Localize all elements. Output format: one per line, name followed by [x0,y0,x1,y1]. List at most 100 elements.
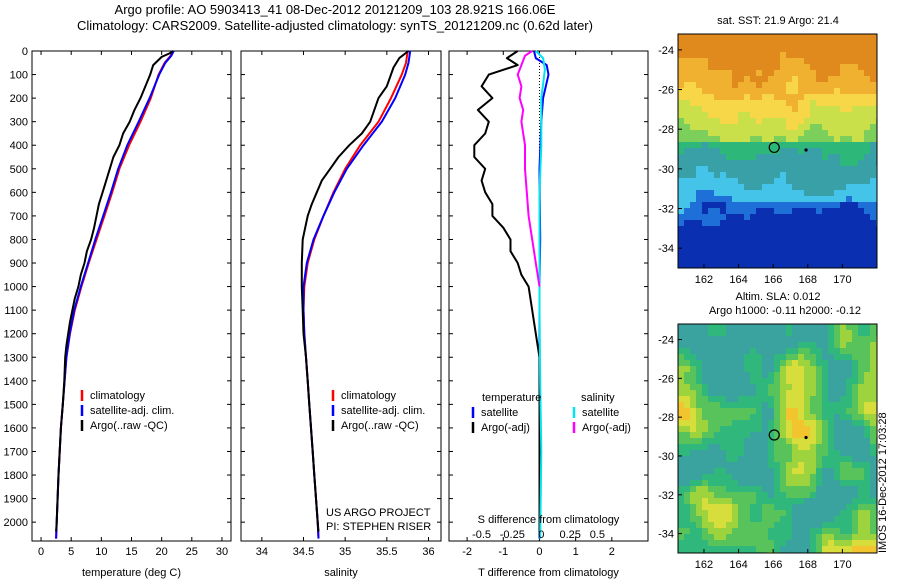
map-cell [684,450,690,456]
map-cell [690,154,696,160]
map-cell [732,52,738,58]
map-cell [702,178,708,184]
map-cell [726,378,732,384]
map-cell [756,462,762,468]
map-cell [714,528,720,534]
map-cell [804,342,810,348]
map-cell [708,262,714,268]
map-cell [762,432,768,438]
map-cell [726,408,732,414]
map-cell [720,468,726,474]
map-cell [720,426,726,432]
map-cell [750,408,756,414]
map-cell [756,534,762,540]
map-cell [786,178,792,184]
map-cell [678,486,684,492]
map-cell [684,492,690,498]
map-cell [750,480,756,486]
map-cell [816,414,822,420]
map-cell [684,226,690,232]
map-cell [864,214,870,220]
map-cell [744,492,750,498]
map-cell [690,462,696,468]
map-cell [732,330,738,336]
map-cell [714,184,720,190]
map-cell [678,378,684,384]
map-cell [738,112,744,118]
map-cell [798,214,804,220]
map-cell [720,450,726,456]
map-cell [732,226,738,232]
map-cell [714,70,720,76]
map-cell [702,250,708,256]
map-cell [870,166,876,172]
map-cell [684,498,690,504]
map-cell [732,462,738,468]
map-cell [678,58,684,64]
map-cell [804,34,810,40]
map-cell [846,450,852,456]
map-cell [714,94,720,100]
map-cell [684,444,690,450]
map-cell [774,262,780,268]
map-cell [864,522,870,528]
map-cell [798,262,804,268]
map-cell [714,208,720,214]
map-cell [816,154,822,160]
map-cell [870,366,876,372]
map-cell [720,522,726,528]
map-cell [810,528,816,534]
map-cell [792,486,798,492]
map-cell [798,124,804,130]
map-cell [696,94,702,100]
map-cell [852,130,858,136]
map-cell [690,348,696,354]
map-cell [684,384,690,390]
map-cell [822,250,828,256]
map-cell [768,178,774,184]
map-cell [702,378,708,384]
map-cell [738,354,744,360]
map-cell [780,492,786,498]
map-cell [846,136,852,142]
map-cell [708,124,714,130]
map-cell [744,468,750,474]
map-cell [852,498,858,504]
map-cell [834,262,840,268]
map-cell [720,384,726,390]
map-cell [780,154,786,160]
sst-map-panel: 162 164 166 168 170-24-26-28-30-32-34 [658,33,878,286]
map-cell [756,444,762,450]
map-cell [804,220,810,226]
map-cell [786,330,792,336]
map-cell [774,208,780,214]
map-cell [744,402,750,408]
map-cell [726,214,732,220]
map-cell [768,408,774,414]
map-cell [744,130,750,136]
map-cell [768,336,774,342]
legend-label: satellite [582,407,619,419]
map-cell [726,504,732,510]
map-cell [804,226,810,232]
map-cell [774,70,780,76]
map-cell [702,522,708,528]
map-cell [804,354,810,360]
map-cell [798,486,804,492]
map-cell [738,372,744,378]
map-cell [774,396,780,402]
map-cell [738,196,744,202]
map-cell [696,88,702,94]
map-cell [762,354,768,360]
map-cell [678,354,684,360]
map-cell [810,396,816,402]
y-tick-label: 2000 [4,517,28,529]
map-cell [714,262,720,268]
map-cell [858,360,864,366]
map-cell [822,384,828,390]
map-cell [714,354,720,360]
map-cell [852,534,858,540]
map-cell [798,82,804,88]
map-cell [834,142,840,148]
map-cell [774,486,780,492]
